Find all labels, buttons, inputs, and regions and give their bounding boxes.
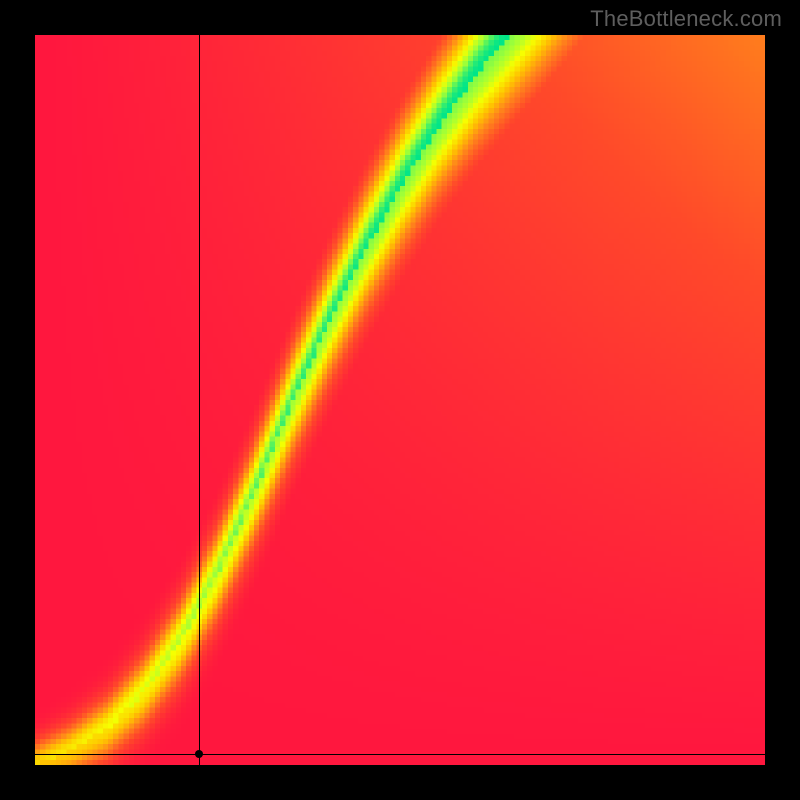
bottleneck-heatmap [35,35,765,765]
crosshair-vertical [199,35,200,765]
crosshair-horizontal [35,754,765,755]
crosshair-marker [195,750,203,758]
plot-area [35,35,765,765]
watermark-text: TheBottleneck.com [590,6,782,32]
